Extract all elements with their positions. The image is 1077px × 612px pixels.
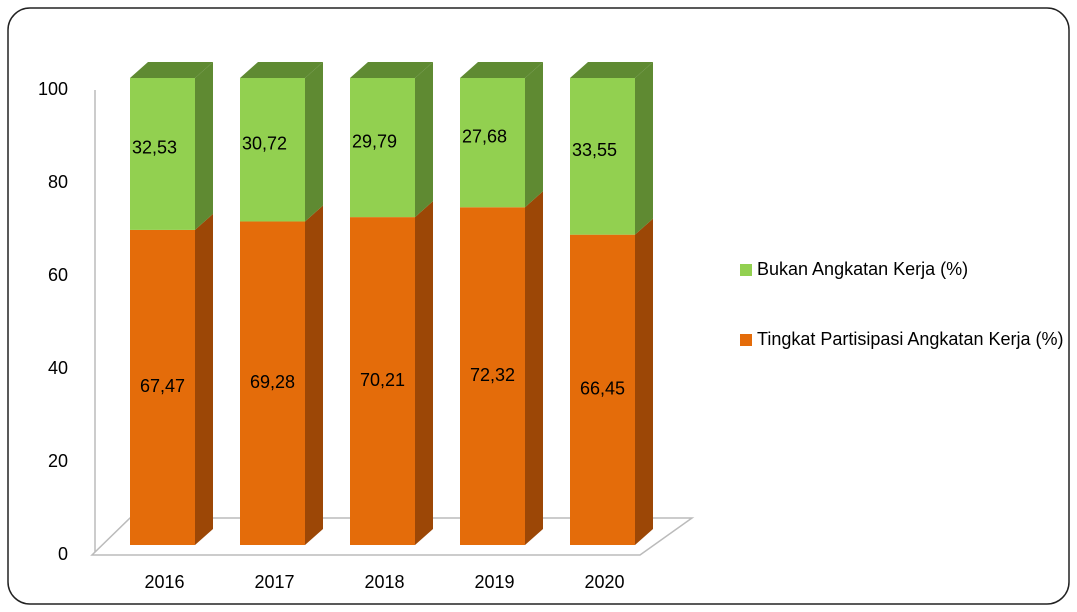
data-label: 33,55 [572, 140, 617, 160]
bar-top [570, 62, 653, 78]
data-label: 27,68 [462, 126, 507, 146]
bar-side [525, 62, 543, 208]
y-tick-label: 80 [48, 172, 68, 192]
data-label: 29,79 [352, 131, 397, 151]
bar-side [525, 191, 543, 545]
bar [570, 234, 635, 545]
legend-label: Bukan Angkatan Kerja (%) [757, 259, 969, 279]
x-tick-label: 2017 [254, 572, 294, 592]
bar-top [240, 62, 323, 78]
data-label: 69,28 [250, 372, 295, 392]
bar [570, 78, 635, 235]
legend-label: Tingkat Partisipasi Angkatan Kerja (%) [757, 329, 1064, 349]
y-tick-label: 0 [58, 544, 68, 564]
bar [350, 78, 415, 218]
bar-side [635, 218, 653, 545]
bar-side [195, 213, 213, 545]
bar-side [305, 62, 323, 222]
x-tick-label: 2018 [364, 572, 404, 592]
bar-side [305, 205, 323, 545]
bar-side [415, 62, 433, 218]
bar [350, 217, 415, 545]
legend-swatch [740, 264, 752, 276]
x-tick-label: 2016 [144, 572, 184, 592]
bar-side [635, 62, 653, 235]
bar [460, 207, 525, 545]
bar [240, 78, 305, 222]
bar-side [415, 201, 433, 545]
bar-top [460, 62, 543, 78]
bar-top [350, 62, 433, 78]
bar [130, 78, 195, 230]
y-tick-label: 60 [48, 265, 68, 285]
y-tick-label: 40 [48, 358, 68, 378]
data-label: 72,32 [470, 365, 515, 385]
bar [460, 78, 525, 208]
y-tick-label: 100 [38, 79, 68, 99]
legend-swatch [740, 334, 752, 346]
bar-top [130, 62, 213, 78]
y-tick-label: 20 [48, 451, 68, 471]
data-label: 70,21 [360, 370, 405, 390]
data-label: 67,47 [140, 376, 185, 396]
data-label: 30,72 [242, 133, 287, 153]
x-tick-label: 2020 [584, 572, 624, 592]
data-label: 32,53 [132, 138, 177, 158]
bar [240, 221, 305, 545]
x-tick-label: 2019 [474, 572, 514, 592]
bar-side [195, 62, 213, 230]
data-label: 66,45 [580, 379, 625, 399]
bar [130, 229, 195, 545]
